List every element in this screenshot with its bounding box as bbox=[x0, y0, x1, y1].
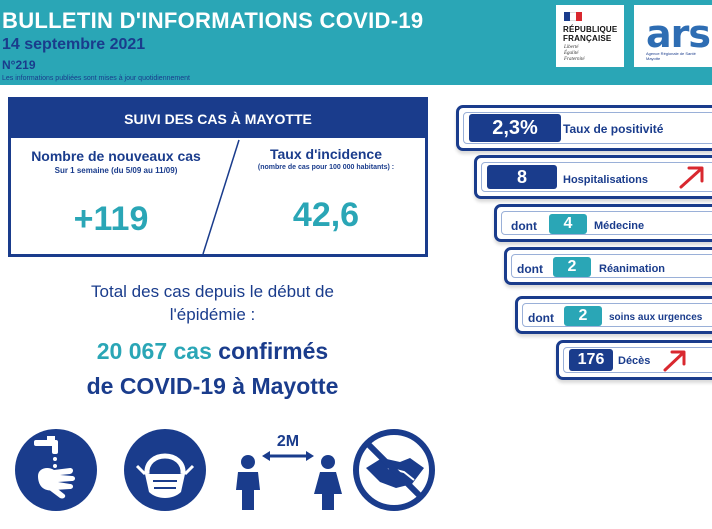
republique-motto: Liberté Égalité Fraternité bbox=[564, 45, 585, 62]
hospitalisations-label: Hospitalisations bbox=[563, 174, 648, 186]
ars-wordmark-text: ars bbox=[646, 12, 711, 56]
medecine-card-frame bbox=[501, 211, 712, 235]
incidence-value: 42,6 bbox=[292, 196, 360, 234]
social-distancing-icon: 2M bbox=[236, 433, 342, 510]
deces-label: Décès bbox=[618, 355, 651, 367]
urgences-card: dont 2 soins aux urgences bbox=[515, 296, 712, 334]
incidence-title: Taux d'incidence bbox=[270, 146, 382, 162]
new-cases-value: +119 bbox=[73, 200, 149, 238]
hospitalisations-value: 8 bbox=[487, 165, 557, 189]
deces-card-frame bbox=[563, 347, 712, 373]
urgences-dont: dont bbox=[528, 311, 554, 325]
deces-value: 176 bbox=[569, 349, 613, 371]
total-line-2: l'épidémie : bbox=[169, 305, 256, 324]
urgences-label: soins aux urgences bbox=[609, 312, 703, 323]
total-cases-count: 20 067 cas bbox=[96, 338, 212, 364]
trend-up-arrow-icon bbox=[679, 166, 704, 189]
french-flag-icon bbox=[564, 12, 582, 21]
reanimation-label: Réanimation bbox=[599, 263, 666, 275]
new-cases-title: Nombre de nouveaux cas bbox=[31, 148, 201, 164]
positivity-label: Taux de positivité bbox=[563, 122, 664, 136]
header-banner: BULLETIN D'INFORMATIONS COVID-19 14 sept… bbox=[0, 0, 712, 85]
ars-subtitle: Agence Régionale de Santé Mayotte bbox=[646, 51, 696, 61]
total-line-1: Total des cas depuis le début de bbox=[91, 282, 334, 301]
panel-divider bbox=[202, 139, 240, 254]
republique-text: RÉPUBLIQUE bbox=[563, 25, 618, 34]
bulletin-number: N°219 bbox=[2, 58, 36, 72]
bulletin-title: BULLETIN D'INFORMATIONS COVID-19 bbox=[2, 8, 424, 33]
medecine-label: Médecine bbox=[594, 220, 645, 232]
trend-up-arrow-icon bbox=[663, 350, 686, 372]
ars-wordmark: ars bbox=[646, 12, 711, 56]
republique-francaise-logo: RÉPUBLIQUE FRANÇAISE Liberté Égalité Fra… bbox=[556, 5, 624, 67]
medecine-value: 4 bbox=[549, 214, 587, 234]
positivity-card-frame bbox=[463, 112, 712, 144]
bulletin-date: 14 septembre 2021 bbox=[2, 36, 146, 53]
total-cases-confirmed: confirmés bbox=[211, 338, 329, 364]
no-handshake-icon bbox=[353, 429, 435, 511]
update-note: Les informations publiées sont mises à j… bbox=[2, 75, 190, 82]
urgences-card-frame bbox=[522, 303, 712, 327]
deces-card: 176 Décès bbox=[556, 340, 712, 380]
face-mask-icon bbox=[124, 429, 206, 511]
reanimation-card: dont 2 Réanimation bbox=[504, 247, 712, 285]
handwashing-icon bbox=[15, 429, 97, 511]
reanimation-dont: dont bbox=[517, 262, 543, 276]
total-line-4: de COVID-19 à Mayotte bbox=[86, 373, 339, 399]
positivity-value: 2,3% bbox=[469, 114, 561, 142]
francaise-text: FRANÇAISE bbox=[563, 34, 612, 43]
medecine-dont: dont bbox=[511, 219, 537, 233]
incidence-subtitle: (nombre de cas pour 100 000 habitants) : bbox=[257, 164, 395, 171]
suivi-title: SUIVI DES CAS À MAYOTTE bbox=[11, 100, 425, 138]
positivity-card: 2,3% Taux de positivité bbox=[456, 105, 712, 151]
urgences-value: 2 bbox=[564, 306, 602, 326]
medecine-card: dont 4 Médecine bbox=[494, 204, 712, 242]
distance-label: 2M bbox=[277, 433, 299, 450]
hospitalisations-card: 8 Hospitalisations bbox=[474, 155, 712, 199]
total-cases: 20 067 cas confirmés bbox=[40, 338, 385, 365]
hospitalisations-card-frame bbox=[481, 162, 712, 192]
ars-logo: ars Agence Régionale de Santé Mayotte bbox=[634, 5, 712, 67]
suivi-panel: SUIVI DES CAS À MAYOTTE Nombre de nouvea… bbox=[8, 97, 428, 257]
reanimation-card-frame bbox=[511, 254, 712, 278]
new-cases-period: Sur 1 semaine (du 5/09 au 11/09) bbox=[54, 166, 178, 175]
reanimation-value: 2 bbox=[553, 257, 591, 277]
